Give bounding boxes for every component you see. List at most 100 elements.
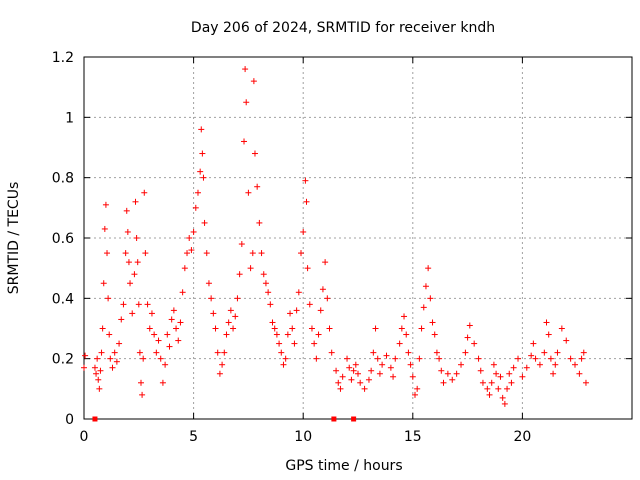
data-point	[225, 319, 232, 326]
data-point	[344, 355, 351, 362]
data-point	[269, 319, 276, 326]
y-tick-label: 0.8	[52, 171, 74, 187]
data-point	[563, 337, 570, 344]
data-point	[109, 364, 116, 371]
data-point	[313, 355, 320, 362]
data-point	[107, 355, 114, 362]
data-point	[339, 373, 346, 380]
data-point	[376, 370, 383, 377]
data-point	[139, 391, 146, 398]
data-point	[124, 228, 131, 235]
data-point	[203, 250, 210, 257]
data-point	[420, 304, 427, 311]
data-point	[499, 394, 506, 401]
data-point	[405, 349, 412, 356]
data-point	[458, 361, 465, 368]
data-point	[504, 385, 511, 392]
data-point	[123, 207, 130, 214]
chart-title: Day 206 of 2024, SRMTID for receiver knd…	[191, 20, 495, 36]
data-point	[208, 295, 215, 302]
data-point	[508, 379, 515, 386]
baseline-marker	[92, 416, 98, 422]
data-point	[146, 325, 153, 332]
data-point	[295, 289, 302, 296]
data-point	[105, 295, 112, 302]
data-point	[284, 331, 291, 338]
data-point	[144, 301, 151, 308]
data-point	[93, 370, 100, 377]
data-point	[306, 301, 313, 308]
data-point	[175, 337, 182, 344]
data-point	[440, 379, 447, 386]
data-point	[552, 361, 559, 368]
data-point	[251, 150, 258, 157]
data-point	[519, 373, 526, 380]
data-point	[98, 349, 105, 356]
data-point	[278, 349, 285, 356]
data-point	[157, 355, 164, 362]
data-point	[528, 352, 535, 359]
data-point	[159, 379, 166, 386]
data-point	[134, 259, 141, 266]
data-point	[580, 349, 587, 356]
data-point	[418, 325, 425, 332]
data-point	[212, 325, 219, 332]
data-point	[219, 361, 226, 368]
data-point	[488, 379, 495, 386]
x-tick-label: 10	[294, 429, 312, 445]
data-point	[276, 340, 283, 347]
data-point	[365, 376, 372, 383]
data-point	[477, 367, 484, 374]
data-point	[293, 307, 300, 314]
data-point	[100, 280, 107, 287]
data-point	[303, 198, 310, 205]
data-point	[99, 325, 106, 332]
data-point	[265, 289, 272, 296]
data-point	[319, 286, 326, 293]
y-axis-ticks: 0 0.2 0.4 0.6 0.8 1 1.2	[52, 50, 632, 428]
data-point	[497, 373, 504, 380]
data-point	[82, 352, 89, 359]
data-point	[396, 340, 403, 347]
data-point	[475, 355, 482, 362]
data-point	[322, 259, 329, 266]
data-point	[302, 177, 309, 184]
data-point	[102, 201, 109, 208]
y-tick-label: 0	[65, 412, 74, 428]
data-point	[120, 301, 127, 308]
data-point	[118, 316, 125, 323]
data-point	[317, 307, 324, 314]
baseline-markers	[92, 416, 357, 422]
data-point	[198, 126, 205, 133]
data-point	[197, 168, 204, 175]
data-point	[429, 319, 436, 326]
data-point	[431, 331, 438, 338]
data-point	[131, 271, 138, 278]
data-point	[304, 265, 311, 272]
data-point	[462, 349, 469, 356]
data-point	[543, 319, 550, 326]
y-tick-label: 1.2	[52, 50, 74, 66]
data-point	[324, 295, 331, 302]
data-point	[486, 391, 493, 398]
data-point	[91, 364, 98, 371]
data-point	[515, 355, 522, 362]
data-point	[227, 307, 234, 314]
data-point	[151, 331, 158, 338]
data-point	[379, 361, 386, 368]
y-axis-label: SRMTID / TECUs	[6, 182, 22, 295]
data-point	[173, 325, 180, 332]
data-point	[249, 250, 256, 257]
data-point	[132, 198, 139, 205]
data-point	[111, 349, 118, 356]
data-point	[425, 265, 432, 272]
data-point	[141, 189, 148, 196]
data-point	[241, 138, 248, 145]
data-point	[444, 370, 451, 377]
y-tick-label: 0.6	[52, 231, 74, 247]
data-point	[572, 361, 579, 368]
data-point	[260, 271, 267, 278]
data-point	[433, 349, 440, 356]
data-point	[95, 376, 102, 383]
data-point	[221, 349, 228, 356]
